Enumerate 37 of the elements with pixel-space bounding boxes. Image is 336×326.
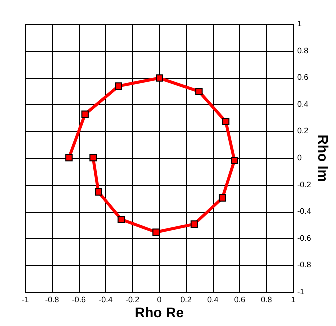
- x-tick-label: 0.2: [180, 296, 192, 304]
- x-tick-label: -0.2: [126, 296, 140, 304]
- y-tick-label: 0.4: [298, 100, 310, 109]
- point: [118, 216, 126, 224]
- y-tick-label: -0.2: [298, 180, 312, 190]
- x-axis-title: Rho Re: [135, 304, 184, 320]
- x-tick-label: -0.8: [45, 296, 60, 304]
- point: [115, 82, 122, 90]
- x-tick-label: 0.4: [208, 296, 220, 304]
- x-tick-label: 0.6: [234, 296, 246, 304]
- x-tick-label: -0.4: [99, 296, 114, 304]
- x-tick-label: 0: [157, 296, 162, 304]
- point: [190, 220, 198, 228]
- y-tick-label: -0.6: [298, 234, 312, 243]
- y-tick-label: -0.8: [298, 260, 312, 270]
- y-axis-title: Rho Im: [315, 134, 332, 182]
- y-tick-label: 0.2: [298, 126, 310, 136]
- point: [218, 194, 226, 202]
- point: [90, 154, 98, 162]
- y-tick-label: 1: [298, 20, 302, 28]
- point: [82, 110, 89, 118]
- y-tick-label: -0.4: [298, 207, 312, 216]
- point: [95, 188, 102, 196]
- x-tick-label: 0.8: [261, 296, 273, 304]
- y-tick-label: 0.6: [298, 73, 310, 82]
- x-tick-label: -1: [22, 296, 30, 304]
- y-tick-label: 0: [298, 154, 302, 162]
- point: [156, 74, 164, 82]
- point: [222, 118, 230, 126]
- x-tick-label: -0.6: [72, 296, 87, 304]
- point: [66, 154, 73, 162]
- point: [231, 157, 238, 164]
- point: [196, 88, 203, 96]
- point: [152, 228, 160, 236]
- x-tick-label: 1: [291, 296, 296, 304]
- y-tick-label: -1: [298, 288, 306, 296]
- y-tick-label: 0.8: [298, 46, 310, 56]
